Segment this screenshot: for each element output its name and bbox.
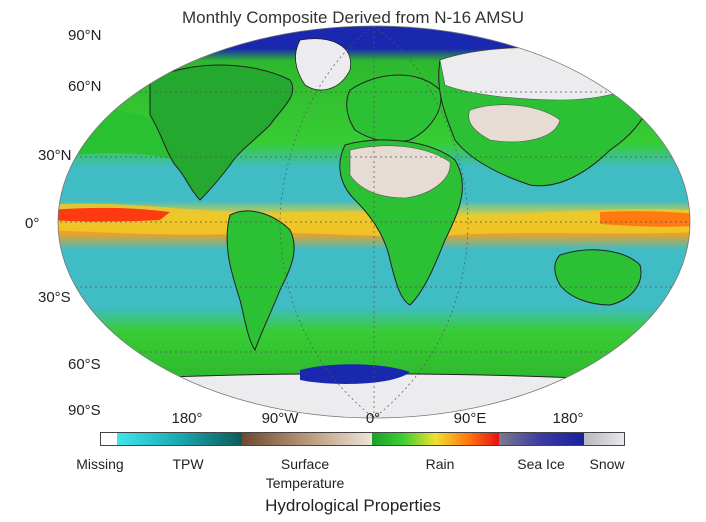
legend-label-snow: Snow (589, 456, 625, 472)
legend-swatch-surface-temperature (242, 433, 372, 445)
world-map (57, 25, 691, 419)
legend-swatch-snow (584, 433, 624, 445)
lon-label-90e: 90°E (453, 410, 487, 427)
legend-label-missing: Missing (76, 456, 124, 472)
lat-label-90n: 90°N (68, 27, 102, 44)
lon-label-180w: 180° (171, 410, 203, 427)
south-america (226, 210, 295, 352)
lat-label-30n: 30°N (38, 147, 72, 164)
central-asia-desert (468, 104, 561, 143)
legend-swatch-missing (101, 433, 117, 445)
lon-label-0: 0° (365, 410, 381, 427)
map-title: Monthly Composite Derived from N-16 AMSU (181, 8, 524, 27)
legend-label-tpw: TPW (172, 456, 204, 472)
legend-color-bar (100, 432, 625, 446)
itcz-rain-band (58, 203, 690, 237)
legend-swatch-rain (371, 433, 500, 445)
legend-label-temperature: Temperature (265, 475, 345, 491)
graticule (58, 26, 690, 418)
lat-label-equator: 0° (25, 215, 40, 232)
legend-title: Hydrological Properties (265, 496, 441, 515)
weddell-sea-ice (300, 364, 410, 384)
legend-swatch-sea-ice (499, 433, 585, 445)
globe-outline (57, 25, 691, 419)
greenland (295, 38, 352, 91)
north-america (149, 64, 293, 201)
lat-label-90s: 90°S (68, 402, 101, 419)
legend-label-surface-temperature: Surface Temperature (266, 455, 345, 493)
lat-label-30s: 30°S (38, 289, 71, 306)
lat-label-60s: 60°S (68, 356, 101, 373)
australia (554, 249, 642, 306)
sahara-desert (349, 145, 451, 199)
legend-swatch-tpw (116, 433, 243, 445)
legend-label-rain: Rain (425, 456, 455, 472)
lon-label-90w: 90°W (261, 410, 299, 427)
lon-label-180e: 180° (552, 410, 584, 427)
legend-label-surface: Surface (280, 456, 330, 472)
heavy-rain-core (58, 207, 170, 222)
rain-spot-east (600, 211, 690, 227)
legend-label-sea-ice: Sea Ice (517, 456, 565, 472)
lat-label-60n: 60°N (68, 78, 102, 95)
